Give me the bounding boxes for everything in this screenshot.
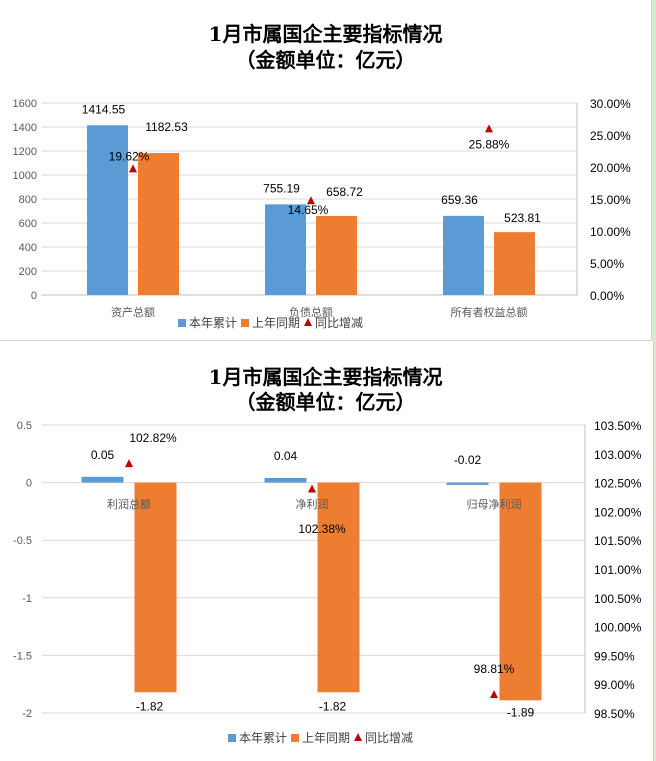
- pct-label: 19.62%: [109, 149, 150, 163]
- chart-subtitle: （金额单位：亿元）: [235, 48, 416, 72]
- data-label: -1.82: [136, 699, 164, 713]
- y2-tick-label: 10.00%: [590, 225, 631, 239]
- data-label: 1182.53: [145, 120, 188, 134]
- data-label: 755.19: [263, 181, 300, 195]
- y2-tick-label: 15.00%: [590, 193, 631, 207]
- y-tick-label: -0.5: [13, 535, 32, 547]
- y2-tick-label: 101.50%: [594, 534, 642, 548]
- legend-label: 本年累计: [239, 731, 287, 745]
- data-label: 659.36: [441, 193, 478, 207]
- bar-this-year: [81, 476, 124, 483]
- y2-tick-label: 25.00%: [590, 129, 631, 143]
- data-label: 0.04: [274, 449, 298, 463]
- y-tick-label: 0.5: [17, 420, 32, 432]
- bar-this-year: [265, 204, 306, 295]
- bar-this-year: [446, 482, 489, 485]
- data-label: 658.72: [326, 185, 363, 199]
- y-tick-label: 1400: [13, 122, 37, 134]
- legend-swatch: [291, 734, 299, 742]
- yoy-marker: [125, 459, 133, 468]
- y-tick-label: 1600: [13, 98, 37, 110]
- chart-profit: -2 -1.5 -1 -0.5 0 0.5 98.50% 99.00% 99.50% 100.00…: [13, 419, 642, 745]
- data-label: -0.02: [454, 453, 482, 467]
- yoy-marker: [308, 484, 316, 493]
- chart-panel-profit: 1月市属国企主要指标情况 （金额单位：亿元） -2 -1.5 -1 -0.5 0 0.5 9…: [0, 341, 654, 761]
- legend-label: 上年同期: [252, 316, 300, 330]
- data-label: -1.89: [507, 705, 535, 719]
- bar-last-year: [134, 482, 177, 693]
- bar-this-year: [264, 477, 307, 483]
- pct-label: 14.65%: [288, 203, 329, 217]
- y2-tick-label: 100.00%: [594, 621, 642, 635]
- category-label: 归母净利润: [467, 497, 522, 511]
- y2-tick-label: 20.00%: [590, 161, 631, 175]
- bar-last-year: [138, 153, 179, 295]
- chart-balance: 0 200 400 600 800 1000 1200 1400 1600 0.00% 5.00% 1…: [13, 97, 632, 330]
- pct-label: 98.81%: [474, 662, 515, 676]
- y-tick-label: 800: [19, 194, 37, 206]
- y-tick-label: 0: [31, 290, 37, 302]
- yoy-marker: [129, 164, 137, 173]
- category-label: 利润总额: [107, 497, 151, 511]
- legend-label: 同比增减: [315, 316, 363, 330]
- yoy-marker: [490, 690, 498, 699]
- y-tick-label: 400: [19, 242, 37, 254]
- y2-tick-label: 102.50%: [594, 477, 642, 491]
- y2-tick-label: 99.50%: [594, 649, 635, 663]
- y2-tick-label: 101.00%: [594, 563, 642, 577]
- data-label: 523.81: [504, 211, 541, 225]
- chart-title: 1月市属国企主要指标情况: [208, 22, 443, 46]
- y2-tick-label: 99.00%: [594, 678, 635, 692]
- chart-subtitle: （金额单位：亿元）: [235, 390, 416, 414]
- category-label: 资产总额: [111, 305, 155, 319]
- y2-tick-label: 102.00%: [594, 505, 642, 519]
- y-tick-label: -1: [22, 593, 32, 605]
- y-tick-label: -1.5: [13, 650, 32, 662]
- pct-label: 25.88%: [469, 137, 510, 151]
- category-label: 所有者权益总额: [451, 305, 528, 319]
- bar-this-year: [87, 125, 128, 295]
- pct-label: 102.82%: [129, 431, 177, 445]
- y2-tick-label: 103.50%: [594, 419, 642, 433]
- y2-tick-label: 100.50%: [594, 592, 642, 606]
- legend-swatch: [241, 319, 249, 327]
- category-label: 净利润: [296, 497, 329, 511]
- legend-marker-icon: [354, 733, 362, 741]
- data-label: 0.05: [91, 448, 115, 462]
- y-tick-label: 0: [26, 478, 32, 490]
- bar-last-year: [316, 215, 357, 295]
- y-tick-label: 1200: [13, 146, 37, 158]
- y2-tick-label: 103.00%: [594, 448, 642, 462]
- y2-tick-label: 98.50%: [594, 707, 635, 721]
- legend-swatch: [228, 734, 236, 742]
- y2-tick-label: 30.00%: [590, 97, 631, 111]
- data-label: -1.82: [319, 699, 347, 713]
- yoy-marker: [307, 196, 315, 205]
- legend-label: 本年累计: [189, 316, 237, 330]
- y2-tick-label: 5.00%: [590, 257, 624, 271]
- y-tick-label: 1000: [13, 170, 37, 182]
- y-tick-label: -2: [22, 708, 32, 720]
- pct-label: 102.38%: [298, 522, 346, 536]
- data-label: 1414.55: [82, 102, 126, 116]
- bar-last-year: [317, 482, 360, 693]
- legend-marker-icon: [304, 318, 312, 326]
- y-tick-label: 600: [19, 218, 37, 230]
- y2-tick-label: 0.00%: [590, 289, 624, 303]
- legend-label: 上年同期: [302, 731, 350, 745]
- y-tick-label: 200: [19, 266, 37, 278]
- legend-label: 同比增减: [365, 731, 413, 745]
- bar-this-year: [443, 215, 484, 295]
- yoy-marker: [485, 124, 493, 133]
- category-label: 负债总额: [289, 305, 333, 319]
- bar-last-year: [494, 232, 535, 295]
- chart-panel-balance: 1月市属国企主要指标情况 （金额单位：亿元） 0 200 400 600 800 1000…: [0, 0, 652, 341]
- legend-swatch: [178, 319, 186, 327]
- bar-last-year: [499, 482, 542, 701]
- chart-title: 1月市属国企主要指标情况: [208, 365, 443, 389]
